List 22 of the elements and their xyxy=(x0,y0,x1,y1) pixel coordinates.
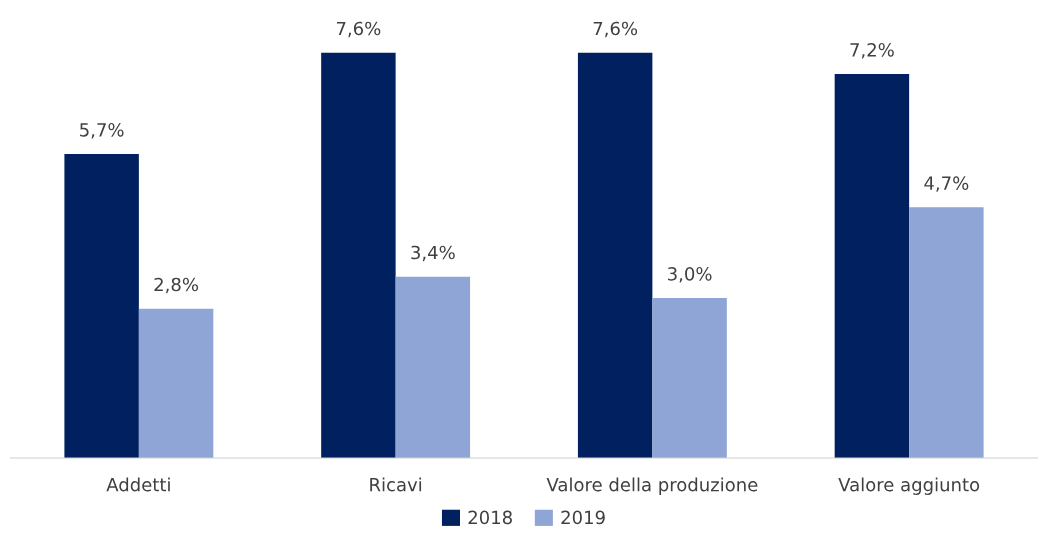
legend-label: 2019 xyxy=(561,510,605,525)
bar xyxy=(577,52,653,459)
bar xyxy=(321,52,396,459)
data-label: 7,6% xyxy=(593,21,638,38)
bar xyxy=(834,74,910,459)
data-label: 5,7% xyxy=(80,122,124,139)
data-label: 2,8% xyxy=(154,277,199,294)
x-tick-label: Valore aggiunto xyxy=(838,477,980,495)
bar xyxy=(652,298,727,459)
data-label: 3,0% xyxy=(668,267,712,283)
legend-label: 2018 xyxy=(468,510,512,525)
data-label: 3,4% xyxy=(411,245,455,262)
data-label: 4,7% xyxy=(924,176,969,192)
x-tick-label: Addetti xyxy=(106,477,170,492)
x-tick-label: Ricavi xyxy=(370,477,422,492)
x-tick-label: Valore della produzione xyxy=(546,477,758,495)
bar xyxy=(909,207,984,459)
bar xyxy=(395,276,471,459)
bar xyxy=(64,154,139,459)
data-label: 7,2% xyxy=(850,42,894,59)
bar xyxy=(138,308,214,459)
data-label: 7,6% xyxy=(336,21,381,38)
